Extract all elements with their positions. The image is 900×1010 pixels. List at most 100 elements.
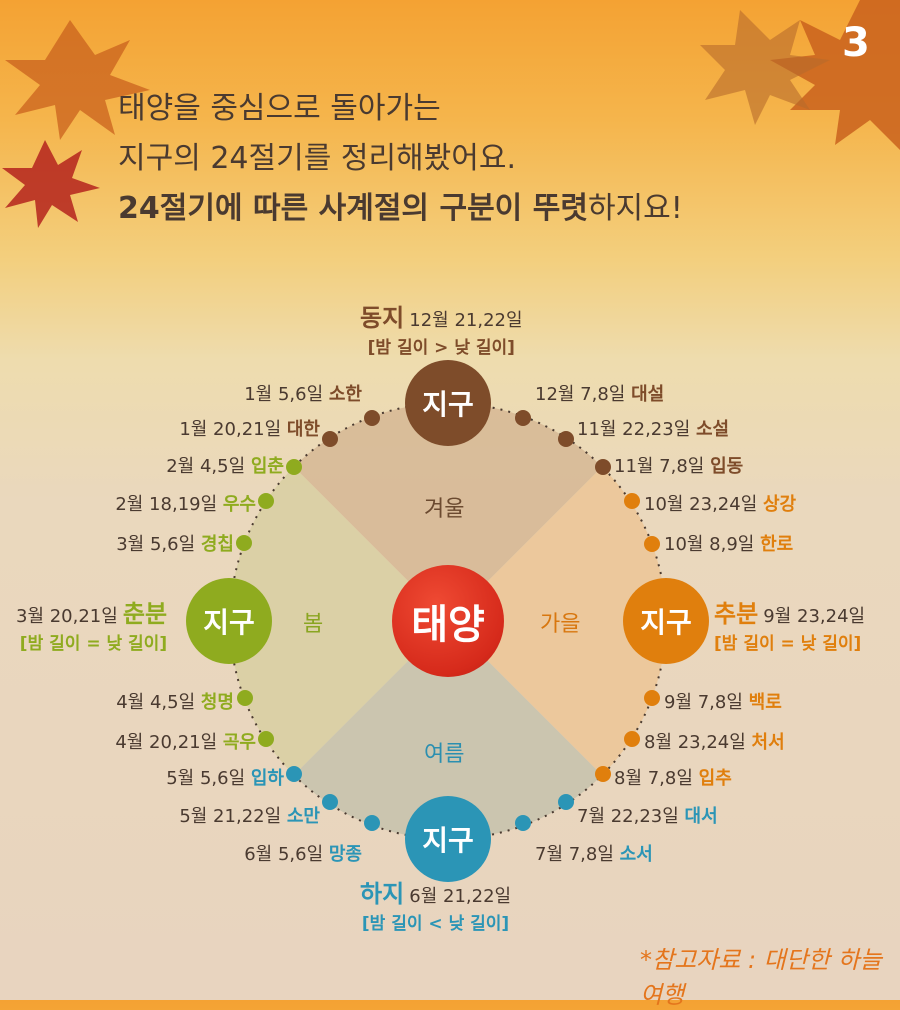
solar-term-date: 1월 20,21일 — [179, 419, 287, 440]
solar-term-dot — [515, 815, 531, 831]
solar-term-name: 경칩 — [200, 534, 234, 555]
solar-term-date: 1월 5,6일 — [244, 384, 329, 405]
solar-term-label: 11월 7,8일 입동 — [614, 452, 743, 478]
solar-term-dot — [258, 731, 274, 747]
solar-term-dot — [322, 431, 338, 447]
page-number: 3 — [842, 20, 870, 66]
solar-term-label: 11월 22,23일 소설 — [577, 415, 729, 441]
solar-term-dot — [644, 536, 660, 552]
maple-leaf-icon — [5, 20, 150, 140]
solar-term-name: 입춘 — [250, 456, 284, 477]
solar-term-label: 4월 20,21일 곡우 — [115, 728, 256, 754]
solar-term-dot — [258, 493, 274, 509]
solar-term-label: 5월 21,22일 소만 — [179, 802, 320, 828]
spring-sector — [230, 403, 448, 839]
solar-term-date: 12월 7,8일 — [535, 384, 632, 405]
solar-term-date: 8월 23,24일 — [644, 732, 752, 753]
solar-term-date: 10월 23,24일 — [644, 494, 763, 515]
solar-term-name: 소설 — [696, 419, 730, 440]
solar-term-name: 대설 — [631, 384, 665, 405]
solar-term-name: 대한 — [286, 419, 320, 440]
maple-leaf-icon — [2, 140, 100, 228]
solar-term-date: 11월 7,8일 — [614, 456, 711, 477]
chunbun-label: 3월 20,21일 춘분 [밤 길이 = 낮 길이] — [16, 600, 168, 654]
solar-term-name: 대서 — [684, 806, 718, 827]
chubun-label: 추분 9월 23,24일 [밤 길이 = 낮 길이] — [714, 600, 866, 654]
solar-term-label: 4월 4,5일 청명 — [116, 688, 234, 714]
season-summer: 여름 — [424, 742, 465, 767]
solar-term-label: 10월 23,24일 상강 — [644, 490, 796, 516]
solar-term-date: 6월 5,6일 — [244, 844, 329, 865]
solar-term-name: 입추 — [698, 768, 732, 789]
solar-term-date: 3월 5,6일 — [116, 534, 201, 555]
solar-term-date: 5월 5,6일 — [166, 768, 251, 789]
solar-term-name: 소서 — [619, 844, 653, 865]
solar-term-date: 9월 7,8일 — [664, 692, 749, 713]
solar-term-date: 4월 4,5일 — [116, 692, 201, 713]
solar-term-label: 5월 5,6일 입하 — [166, 764, 284, 790]
earth-winter: 지구 — [405, 360, 491, 446]
solar-term-label: 1월 20,21일 대한 — [179, 415, 320, 441]
solar-term-dot — [286, 459, 302, 475]
solar-term-dot — [595, 766, 611, 782]
solar-term-dot — [364, 815, 380, 831]
winter-sector — [230, 403, 666, 621]
intro-line-3-bold: 24절기에 따른 사계절의 구분이 뚜렷 — [118, 191, 588, 226]
solar-term-name: 우수 — [222, 494, 256, 515]
maple-leaf-icon — [770, 0, 900, 150]
solar-term-label: 9월 7,8일 백로 — [664, 688, 782, 714]
solar-term-label: 12월 7,8일 대설 — [535, 380, 664, 406]
solar-term-dot — [286, 766, 302, 782]
solar-term-name: 소만 — [286, 806, 320, 827]
intro-line-2: 지구의 24절기를 정리해봤어요. — [118, 141, 516, 176]
solar-term-name: 소한 — [328, 384, 362, 405]
solar-term-label: 6월 5,6일 망종 — [244, 840, 362, 866]
solar-term-dot — [644, 690, 660, 706]
solar-term-name: 한로 — [760, 534, 794, 555]
solar-term-name: 처서 — [751, 732, 785, 753]
intro-text: 태양을 중심으로 돌아가는 지구의 24절기를 정리해봤어요. 24절기에 따른… — [118, 84, 683, 234]
earth-spring: 지구 — [186, 578, 272, 664]
solar-term-label: 10월 8,9일 한로 — [664, 530, 793, 556]
season-spring: 봄 — [303, 612, 324, 637]
solar-term-date: 10월 8,9일 — [664, 534, 761, 555]
solar-term-date: 8월 7,8일 — [614, 768, 699, 789]
summer-sector — [230, 621, 666, 839]
solar-term-date: 7월 22,23일 — [577, 806, 685, 827]
solar-term-label: 3월 5,6일 경칩 — [116, 530, 234, 556]
solar-term-name: 망종 — [328, 844, 362, 865]
solar-term-label: 8월 23,24일 처서 — [644, 728, 785, 754]
solar-term-date: 5월 21,22일 — [179, 806, 287, 827]
solar-term-label: 7월 7,8일 소서 — [535, 840, 653, 866]
solar-term-name: 곡우 — [222, 732, 256, 753]
solar-term-label: 7월 22,23일 대서 — [577, 802, 718, 828]
solar-term-dot — [595, 459, 611, 475]
solar-term-dot — [237, 690, 253, 706]
season-autumn: 가을 — [540, 612, 581, 637]
solar-term-dot — [558, 794, 574, 810]
solar-term-label: 2월 4,5일 입춘 — [166, 452, 284, 478]
solar-term-name: 청명 — [200, 692, 234, 713]
maple-leaf-icon — [700, 10, 830, 125]
dongji-label: 동지 12월 21,22일 [밤 길이 > 낮 길이] — [360, 304, 523, 358]
solar-term-dot — [322, 794, 338, 810]
solar-term-label: 2월 18,19일 우수 — [115, 490, 256, 516]
solar-term-name: 입하 — [250, 768, 284, 789]
solar-term-date: 2월 18,19일 — [115, 494, 223, 515]
solar-term-dot — [364, 410, 380, 426]
solar-term-name: 입동 — [710, 456, 744, 477]
solar-term-dot — [515, 410, 531, 426]
intro-line-1: 태양을 중심으로 돌아가는 — [118, 91, 441, 126]
solar-term-dot — [624, 731, 640, 747]
solar-term-label: 1월 5,6일 소한 — [244, 380, 362, 406]
intro-line-3-rest: 하지요! — [587, 191, 683, 226]
solar-term-dot — [558, 431, 574, 447]
earth-autumn: 지구 — [623, 578, 709, 664]
solar-term-date: 7월 7,8일 — [535, 844, 620, 865]
solar-term-date: 11월 22,23일 — [577, 419, 696, 440]
haji-label: 하지 6월 21,22일 [밤 길이 < 낮 길이] — [360, 880, 512, 934]
autumn-sector — [448, 403, 666, 839]
solar-term-date: 2월 4,5일 — [166, 456, 251, 477]
solar-term-dot — [624, 493, 640, 509]
